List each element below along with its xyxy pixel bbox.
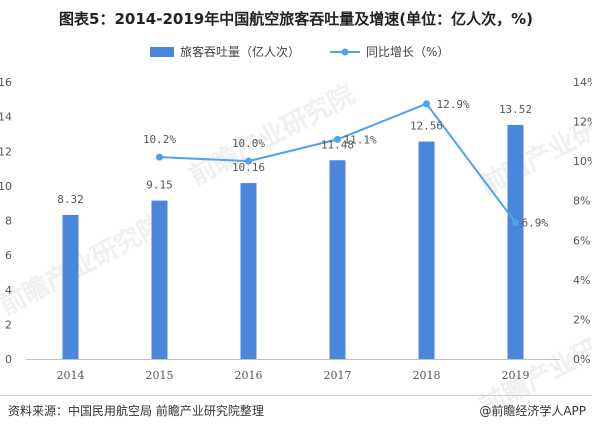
y2-tick-label: 14%	[573, 76, 592, 89]
y2-tick-label: 2%	[573, 313, 590, 326]
source-note: 资料来源：中国民用航空局 前瞻产业研究院整理	[8, 404, 264, 418]
y-tick-label: 14	[0, 111, 12, 124]
bar-value-label: 11.48	[321, 138, 354, 151]
legend-line-label: 同比增长（%）	[366, 45, 450, 59]
bar-value-label: 10.16	[232, 161, 265, 174]
bar	[62, 214, 79, 359]
brand-credit: @前瞻经济学人APP	[479, 404, 586, 418]
y-tick-label: 16	[0, 76, 12, 89]
y2-tick-label: 8%	[573, 195, 590, 208]
x-tick-label: 2019	[502, 369, 530, 382]
bar	[507, 124, 524, 359]
footer-divider	[0, 395, 592, 396]
bar-value-label: 12.56	[410, 120, 443, 133]
y2-tick-label: 10%	[573, 155, 592, 168]
bar	[418, 141, 435, 359]
x-tick-label: 2016	[235, 369, 263, 382]
y-tick-label: 10	[0, 180, 12, 193]
chart-title: 图表5：2014-2019年中国航空旅客吞吐量及增速(单位：亿人次，%)	[59, 10, 533, 28]
y2-tick-label: 0%	[573, 353, 590, 366]
line-value-label: 10.0%	[232, 137, 265, 150]
line-value-label: 10.2%	[143, 133, 176, 146]
line-value-label: 6.9%	[522, 216, 549, 229]
growth-point	[423, 100, 430, 108]
bar	[329, 160, 346, 359]
y-tick-label: 6	[5, 249, 12, 262]
x-tick-label: 2015	[146, 369, 174, 382]
x-tick-label: 2018	[413, 369, 441, 382]
bar-value-label: 13.52	[499, 103, 532, 116]
legend-item-line: 同比增长（%）	[330, 43, 449, 60]
line-value-label: 12.9%	[437, 98, 470, 111]
legend-bar-label: 旅客吞吐量（亿人次）	[180, 45, 301, 59]
growth-point	[512, 218, 519, 226]
legend: 旅客吞吐量（亿人次） 同比增长（%）	[0, 43, 592, 63]
x-tick-label: 2014	[57, 369, 85, 382]
y-tick-label: 2	[5, 318, 12, 331]
growth-point	[245, 157, 252, 165]
bar-value-label: 8.32	[57, 193, 84, 206]
growth-point	[156, 153, 163, 161]
bar	[151, 200, 168, 359]
y-tick-label: 8	[5, 215, 12, 228]
bar	[240, 183, 257, 359]
legend-item-bars: 旅客吞吐量（亿人次）	[150, 43, 300, 60]
legend-line-swatch	[330, 48, 360, 55]
y2-tick-label: 12%	[573, 116, 592, 129]
y-tick-label: 12	[0, 145, 12, 158]
y2-tick-label: 6%	[573, 234, 590, 247]
y-tick-label: 0	[5, 353, 12, 366]
x-tick-label: 2017	[324, 369, 352, 382]
growth-point	[334, 135, 341, 143]
legend-bar-swatch	[150, 46, 174, 57]
y2-tick-label: 4%	[573, 274, 590, 287]
bar-value-label: 9.15	[146, 179, 173, 192]
y-tick-label: 4	[5, 284, 12, 297]
line-value-label: 11.1%	[344, 133, 377, 146]
